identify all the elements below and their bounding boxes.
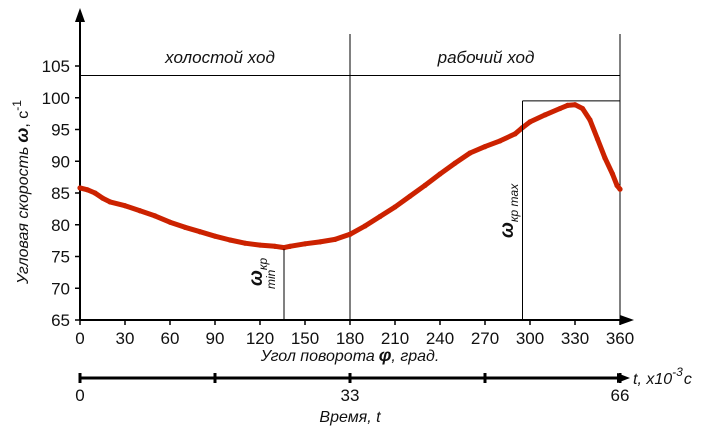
phase-idle-label: холостой ход xyxy=(164,48,275,67)
data-point xyxy=(557,105,563,112)
x-tick-label: 330 xyxy=(561,329,589,348)
data-point xyxy=(182,224,188,230)
data-point xyxy=(287,243,293,249)
data-point xyxy=(527,119,533,125)
x-tick-label: 60 xyxy=(161,329,180,348)
y-tick-label: 65 xyxy=(51,311,70,330)
data-point xyxy=(572,102,578,108)
y-tick-label: 80 xyxy=(51,216,70,235)
data-points xyxy=(77,102,623,251)
data-point xyxy=(437,171,443,177)
data-point xyxy=(242,240,248,246)
y-ticks: 65 70 75 80 85 90 95 100 105 xyxy=(42,57,80,330)
data-point xyxy=(482,144,488,150)
x-tick-label: 120 xyxy=(246,329,274,348)
data-point xyxy=(377,213,383,220)
y-axis-arrow xyxy=(75,8,85,22)
time-tick-label: 0 xyxy=(75,386,84,405)
data-point xyxy=(77,185,83,191)
data-point xyxy=(422,182,428,188)
data-point xyxy=(92,190,98,196)
data-point xyxy=(452,160,458,166)
data-point xyxy=(617,186,623,192)
time-axis-ticks: 0 33 66 xyxy=(75,373,629,405)
y-tick-label: 70 xyxy=(51,279,70,298)
x-tick-label: 300 xyxy=(516,329,544,348)
annot-max-label: ωкр max xyxy=(497,183,521,238)
data-point xyxy=(362,223,368,229)
x-tick-label: 0 xyxy=(75,329,84,348)
time-tick-label: 66 xyxy=(611,386,630,405)
x-tick-label: 30 xyxy=(116,329,135,348)
x-axis-arrow xyxy=(620,315,634,325)
data-point xyxy=(227,237,233,243)
data-point xyxy=(99,195,106,201)
y-tick-label: 90 xyxy=(51,152,70,171)
annot-min-label: ωкр xyxy=(246,257,270,286)
time-tick-label: 33 xyxy=(341,386,360,405)
y-tick-label: 105 xyxy=(42,57,70,76)
grid-layer xyxy=(80,34,621,320)
data-point xyxy=(392,204,398,210)
data-point xyxy=(614,182,620,188)
data-point xyxy=(272,243,278,249)
data-point xyxy=(602,155,608,161)
data-point xyxy=(594,136,601,142)
time-axis-unit: t, x10-3c xyxy=(633,365,692,388)
x-tick-label: 360 xyxy=(606,329,634,348)
data-point xyxy=(212,233,218,239)
data-point xyxy=(407,193,413,199)
data-point xyxy=(609,171,616,177)
data-point xyxy=(587,117,593,123)
y-axis-label: Угловая скоростьω, с-1 xyxy=(10,100,32,285)
data-point xyxy=(332,236,338,242)
data-point xyxy=(137,208,143,214)
series-line-angular-speed xyxy=(77,102,623,251)
data-point xyxy=(512,131,518,137)
y-tick-label: 100 xyxy=(42,89,70,108)
data-point xyxy=(167,219,173,225)
data-point xyxy=(152,213,158,219)
data-point xyxy=(281,245,287,251)
data-point xyxy=(302,241,308,247)
x-tick-label: 270 xyxy=(471,329,499,348)
y-tick-label: 85 xyxy=(51,184,70,203)
data-point xyxy=(317,239,323,245)
data-point xyxy=(542,112,548,118)
data-point xyxy=(107,199,113,205)
x-ticks: 0 30 60 90 120 150 180 210 240 270 300 330 360 xyxy=(75,320,634,348)
data-point xyxy=(579,105,586,112)
x-tick-label: 150 xyxy=(291,329,319,348)
data-point xyxy=(467,150,473,156)
x-tick-label: 180 xyxy=(336,329,364,348)
data-point xyxy=(347,231,353,237)
annot-min-sub2: min xyxy=(264,269,278,289)
x-axis-label: Угол поворота φ, град. xyxy=(260,345,440,365)
data-point xyxy=(122,203,128,209)
data-point xyxy=(564,102,571,108)
x-tick-label: 210 xyxy=(381,329,409,348)
data-point xyxy=(84,187,91,193)
data-point xyxy=(197,229,203,235)
x-tick-label: 90 xyxy=(206,329,225,348)
data-point xyxy=(497,138,503,144)
data-point xyxy=(257,242,263,248)
phase-work-label: рабочий ход xyxy=(437,48,535,67)
time-axis-label: Время, t xyxy=(319,409,381,426)
y-tick-label: 75 xyxy=(51,248,70,267)
x-tick-label: 240 xyxy=(426,329,454,348)
y-tick-label: 95 xyxy=(51,121,70,140)
